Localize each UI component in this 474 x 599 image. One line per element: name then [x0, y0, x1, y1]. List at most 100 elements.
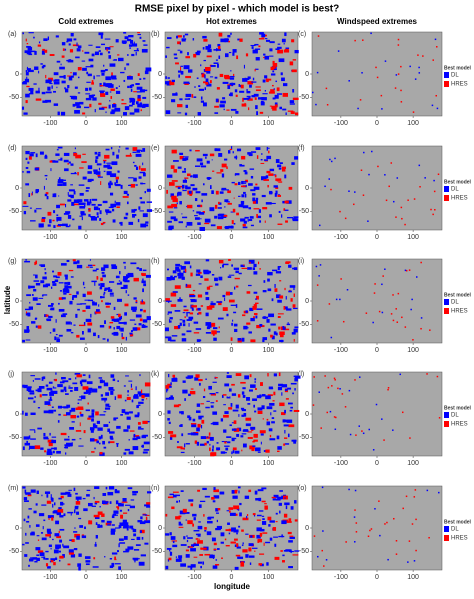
- pixel-patch: [240, 185, 247, 188]
- pixel-patch: [287, 322, 289, 326]
- pixel-patch: [184, 268, 187, 273]
- pixel-patch: [146, 506, 151, 508]
- pixel-patch: [178, 500, 180, 503]
- pixel-patch: [28, 93, 34, 95]
- pixel-patch: [238, 414, 240, 417]
- pixel-patch: [146, 201, 153, 203]
- pixel-patch: [187, 415, 191, 419]
- pixel-patch: [361, 430, 363, 432]
- pixel-patch: [135, 166, 139, 170]
- panel-label: (m): [8, 485, 19, 492]
- pixel-patch: [35, 524, 40, 527]
- pixel-patch: [438, 491, 440, 494]
- pixel-patch: [186, 312, 190, 314]
- pixel-patch: [183, 35, 185, 38]
- pixel-patch: [217, 207, 222, 209]
- pixel-patch: [346, 289, 349, 291]
- pixel-patch: [202, 47, 205, 50]
- pixel-patch: [253, 316, 255, 318]
- figure-title: RMSE pixel by pixel - which model is bes…: [135, 4, 340, 15]
- pixel-patch: [86, 489, 91, 491]
- pixel-patch: [68, 161, 71, 164]
- pixel-patch: [242, 181, 247, 183]
- pixel-patch: [229, 77, 235, 80]
- pixel-patch: [258, 510, 264, 512]
- pixel-patch: [331, 385, 333, 387]
- legend-title: Best model: [444, 519, 472, 525]
- pixel-patch: [245, 310, 248, 313]
- pixel-patch: [22, 384, 25, 388]
- pixel-patch: [185, 549, 189, 552]
- pixel-patch: [35, 317, 38, 320]
- x-tick-label: 0: [230, 347, 234, 354]
- pixel-patch: [261, 500, 266, 503]
- pixel-patch: [293, 293, 295, 297]
- pixel-patch: [70, 32, 74, 37]
- pixel-patch: [35, 274, 38, 279]
- pixel-patch: [217, 317, 224, 320]
- pixel-patch: [53, 562, 56, 566]
- pixel-patch: [195, 328, 202, 330]
- pixel-patch: [42, 376, 46, 380]
- pixel-patch: [197, 525, 203, 530]
- pixel-patch: [177, 272, 183, 277]
- pixel-patch: [142, 40, 146, 42]
- pixel-patch: [175, 516, 181, 520]
- pixel-patch: [91, 418, 94, 422]
- pixel-patch: [78, 202, 85, 206]
- pixel-patch: [240, 562, 245, 567]
- pixel-patch: [266, 319, 270, 323]
- pixel-patch: [220, 418, 224, 422]
- pixel-patch: [275, 190, 278, 195]
- pixel-patch: [128, 274, 134, 278]
- pixel-patch: [268, 524, 271, 527]
- pixel-patch: [142, 269, 147, 272]
- pixel-patch: [212, 170, 215, 172]
- pixel-patch: [185, 443, 190, 445]
- pixel-patch: [209, 554, 214, 558]
- pixel-patch: [250, 175, 254, 179]
- pixel-patch: [231, 393, 237, 396]
- pixel-patch: [214, 277, 218, 282]
- pixel-patch: [231, 527, 236, 532]
- pixel-patch: [190, 388, 194, 390]
- pixel-patch: [253, 404, 256, 408]
- pixel-patch: [407, 561, 409, 563]
- pixel-patch: [110, 75, 117, 79]
- pixel-patch: [132, 493, 137, 496]
- pixel-patch: [95, 46, 101, 48]
- pixel-patch: [75, 430, 82, 432]
- pixel-patch: [58, 297, 64, 300]
- pixel-patch: [74, 147, 76, 150]
- pixel-patch: [185, 186, 191, 190]
- x-tick-label: 100: [263, 347, 275, 354]
- pixel-patch: [277, 46, 282, 49]
- pixel-patch: [26, 329, 30, 332]
- pixel-patch: [79, 206, 86, 209]
- pixel-patch: [126, 193, 130, 196]
- pixel-patch: [27, 69, 34, 73]
- pixel-patch: [111, 161, 118, 166]
- pixel-patch: [70, 332, 74, 334]
- pixel-patch: [31, 193, 33, 196]
- pixel-patch: [180, 447, 185, 450]
- pixel-patch: [420, 317, 423, 319]
- pixel-patch: [249, 262, 251, 264]
- pixel-patch: [78, 445, 84, 447]
- pixel-patch: [254, 43, 259, 46]
- pixel-patch: [81, 379, 87, 383]
- pixel-patch: [58, 507, 62, 510]
- pixel-patch: [104, 38, 111, 40]
- pixel-patch: [119, 327, 121, 331]
- pixel-patch: [57, 224, 64, 226]
- pixel-patch: [244, 102, 246, 107]
- pixel-patch: [195, 191, 201, 194]
- pixel-patch: [254, 381, 256, 383]
- pixel-patch: [349, 433, 352, 436]
- pixel-patch: [98, 377, 103, 379]
- pixel-patch: [186, 312, 188, 317]
- pixel-patch: [433, 190, 436, 193]
- pixel-patch: [318, 275, 320, 277]
- pixel-patch: [255, 197, 259, 200]
- pixel-patch: [126, 425, 131, 429]
